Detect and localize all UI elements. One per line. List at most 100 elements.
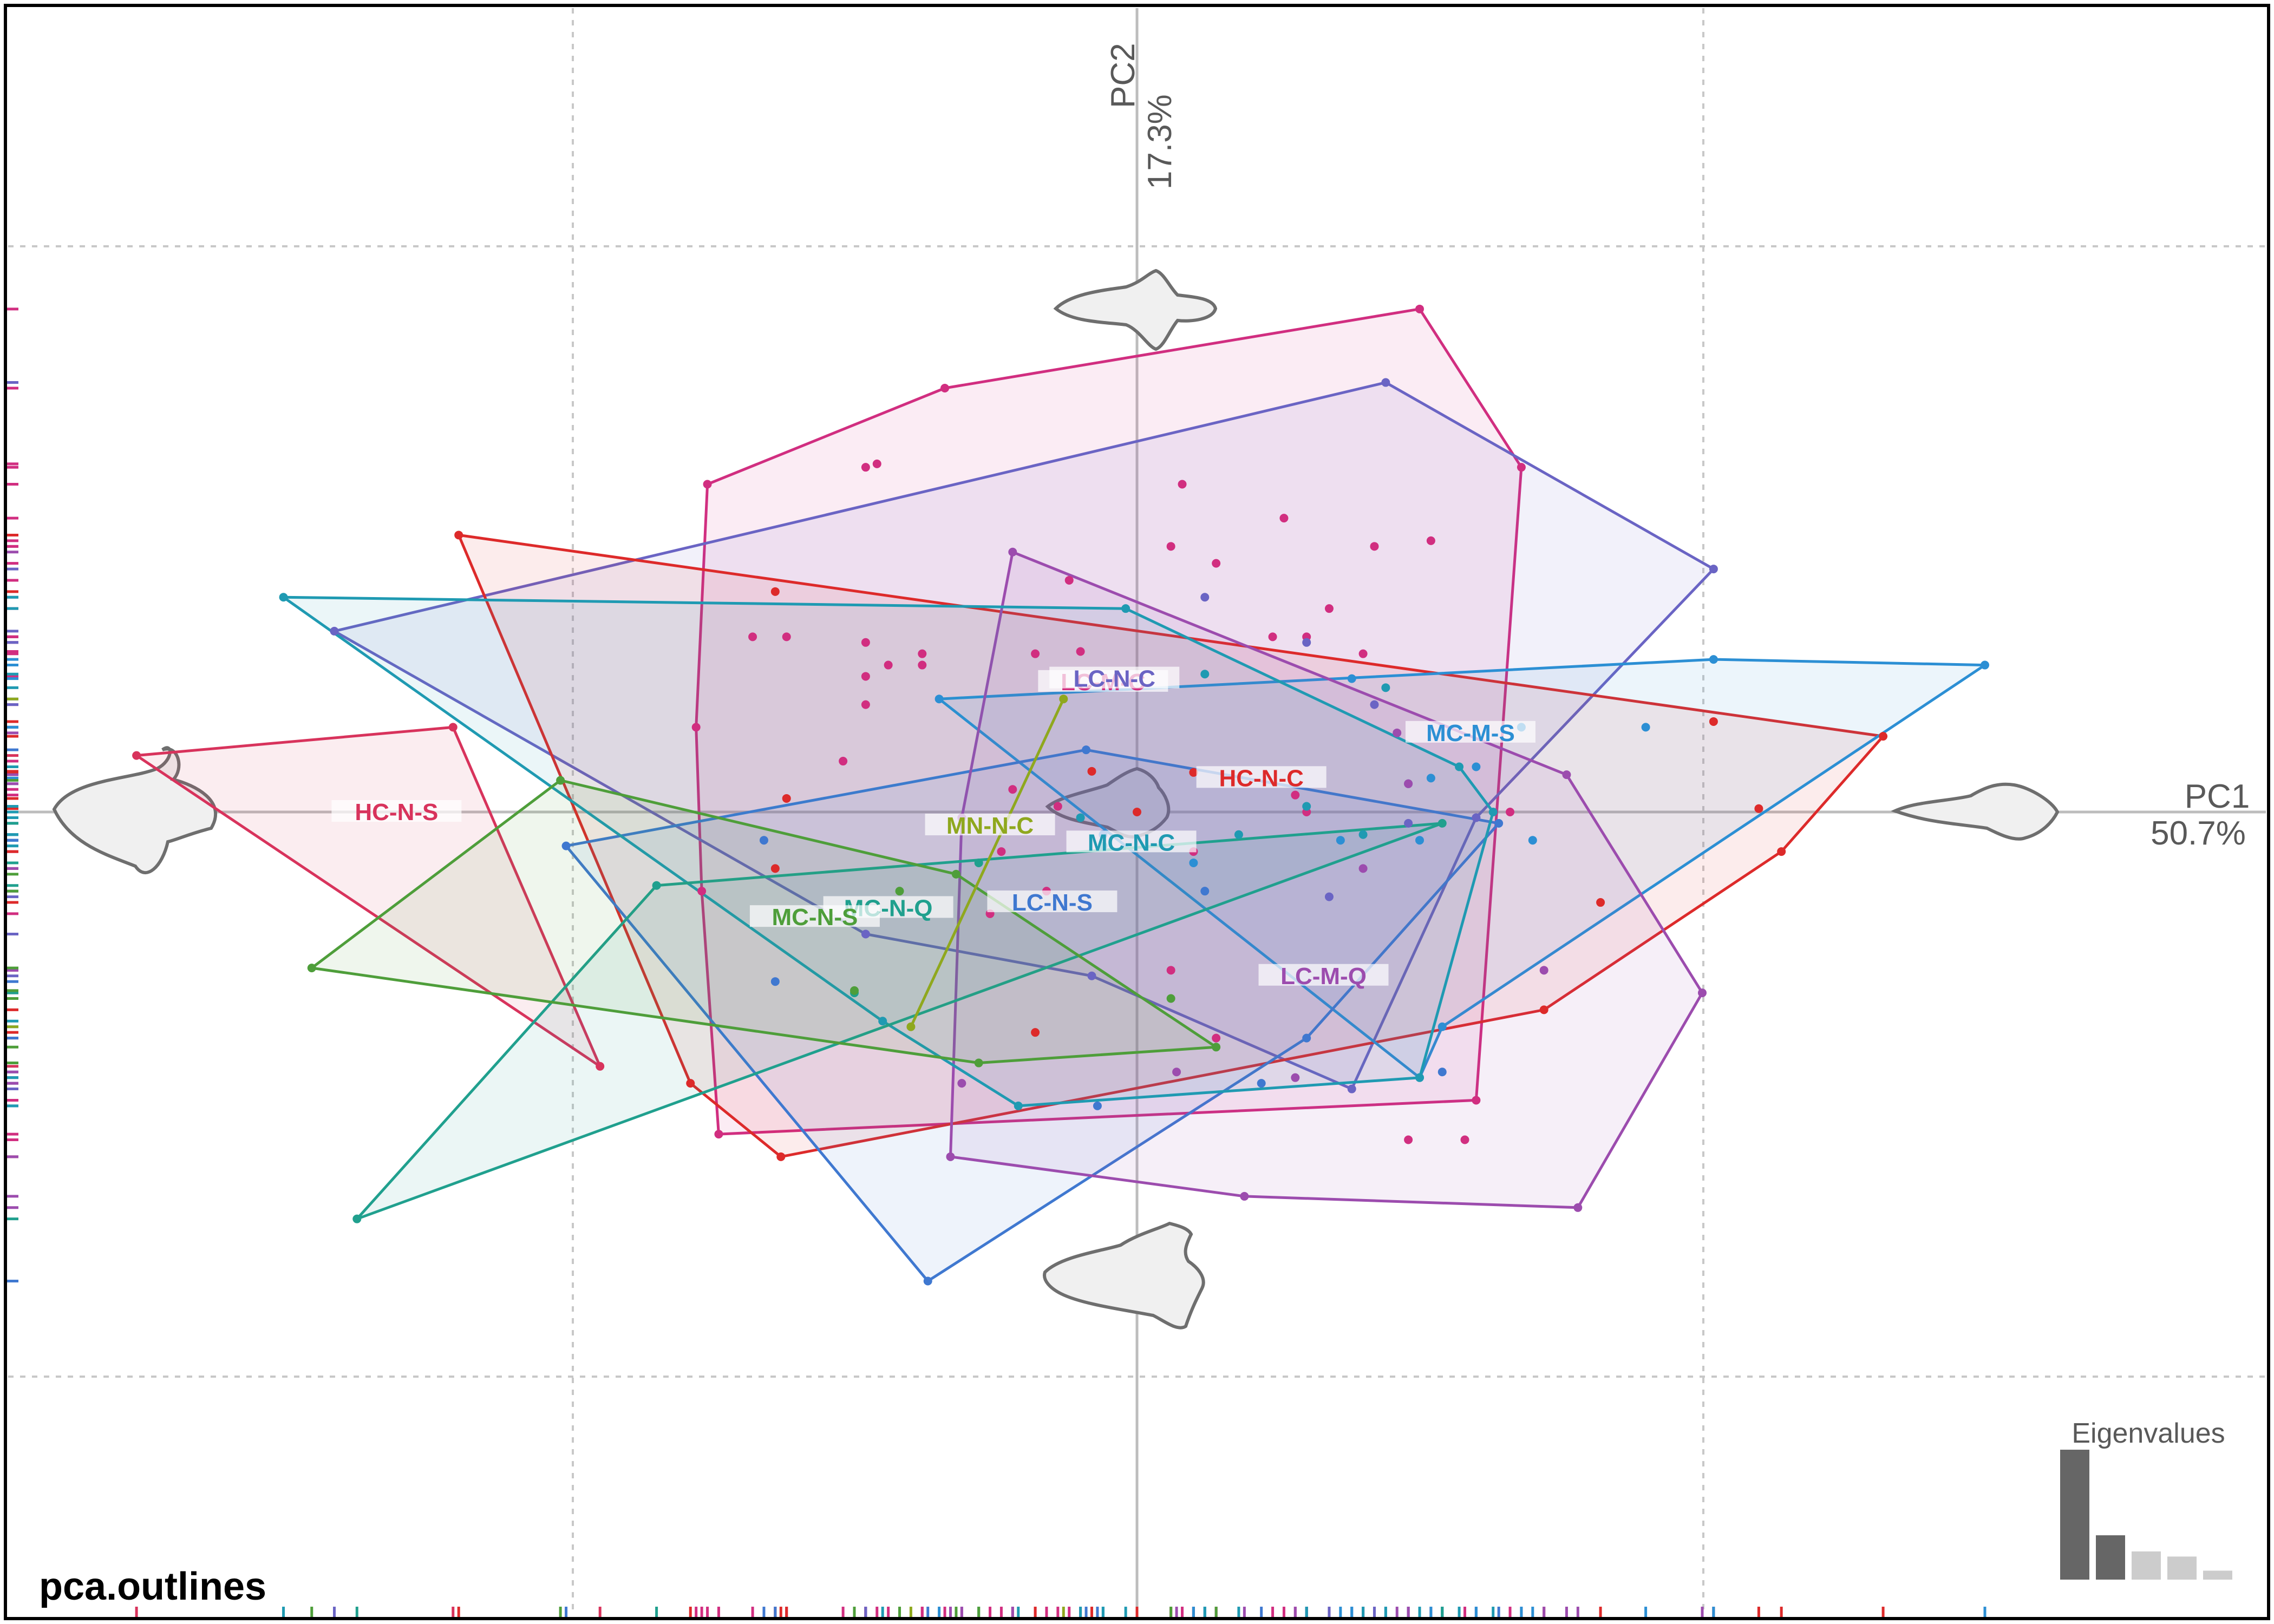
label-lc-n-s: LC-N-S <box>1012 889 1093 916</box>
hull-mc-n-c <box>282 595 1495 1108</box>
hull-point-hc-n-c <box>776 1152 786 1161</box>
data-point-lc-m-q <box>957 1079 966 1088</box>
data-point-lc-m-q <box>1404 779 1413 788</box>
data-point-hc-n-c <box>1596 898 1605 907</box>
hull-point-lc-n-c <box>330 626 339 636</box>
label-hc-n-c: HC-N-C <box>1219 765 1303 791</box>
hull-point-hc-n-s <box>596 1062 605 1071</box>
pc2-axis-title: PC2 17.3% <box>1105 43 1179 189</box>
label-bg-hc-n-s <box>331 800 462 822</box>
data-point-lc-m-c <box>1460 1135 1469 1144</box>
hull-point-mc-n-c <box>279 593 288 602</box>
data-point-hc-n-c <box>1189 768 1198 777</box>
data-point-hc-n-c <box>1087 767 1096 776</box>
hull-point-lc-m-q <box>1008 547 1017 556</box>
data-point-hc-n-c <box>1031 1028 1040 1037</box>
hull-point-mc-n-c <box>1014 1101 1023 1110</box>
hull-point-lc-m-c <box>1472 1096 1481 1105</box>
hull-point-lc-n-s <box>561 841 571 850</box>
data-point-mc-m-s <box>1426 774 1435 783</box>
data-point-lc-m-c <box>884 660 893 670</box>
data-point-lc-m-c <box>1008 785 1017 794</box>
hull-point-lc-m-c <box>697 887 707 896</box>
pc1-axis-label: PC1 <box>2185 778 2250 815</box>
hull-point-mc-n-q <box>352 1214 362 1223</box>
hull-point-hc-n-c <box>1539 1005 1548 1014</box>
label-lc-n-c: LC-N-C <box>1073 666 1155 692</box>
hull-point-mc-n-s <box>307 964 316 973</box>
hull-point-hc-n-c <box>1777 847 1786 856</box>
hull-point-hc-n-s <box>448 723 458 732</box>
label-mc-n-c: MC-N-C <box>1088 829 1175 856</box>
pc1-axis-percent: 50.7% <box>2151 815 2246 852</box>
data-point-mc-n-c <box>1381 683 1390 692</box>
pc1-rug <box>135 1607 1987 1619</box>
data-point-lc-m-c <box>1031 649 1040 658</box>
hull-point-lc-m-q <box>1240 1191 1249 1201</box>
plot-title: pca.outlines <box>39 1565 266 1608</box>
data-point-lc-m-c <box>1358 649 1368 658</box>
hull-point-lc-m-q <box>946 1152 955 1161</box>
hull-point-lc-n-c <box>1709 565 1718 574</box>
data-point-lc-m-c <box>1166 542 1175 551</box>
group-labels: LC-M-CLC-N-CHC-N-CHC-N-SMC-M-SLC-N-SLC-M… <box>331 666 1535 990</box>
data-point-hc-n-c <box>782 794 791 803</box>
data-point-lc-m-c <box>1426 536 1435 545</box>
data-point-lc-n-c <box>1404 818 1413 828</box>
hull-mc-n-q <box>355 822 1444 1221</box>
label-lc-m-q: LC-M-Q <box>1280 963 1367 990</box>
hull-point-mc-n-c <box>1121 604 1131 613</box>
eigenvalue-bar-5 <box>2203 1570 2232 1580</box>
hull-point-lc-n-c <box>1381 378 1390 387</box>
data-point-mc-n-q <box>974 858 983 867</box>
data-point-lc-m-c <box>1268 632 1277 641</box>
hull-point-lc-m-c <box>691 723 701 732</box>
label-hc-n-s: HC-N-S <box>355 799 438 826</box>
data-point-lc-n-c <box>1370 700 1379 709</box>
data-point-lc-m-q <box>1358 864 1368 873</box>
data-point-lc-m-c <box>1279 514 1289 523</box>
hull-point-lc-n-s <box>923 1276 932 1286</box>
data-point-lc-m-q <box>1393 728 1402 737</box>
hull-point-mc-n-s <box>1212 1043 1221 1052</box>
hull-point-lc-n-s <box>1082 745 1091 755</box>
pc1-positive-outline <box>1891 782 2060 841</box>
pc2-axis-label: PC2 <box>1105 43 1142 108</box>
hull-point-lc-m-c <box>1415 304 1424 313</box>
hull-point-mc-m-s <box>935 695 944 704</box>
data-point-mc-n-c <box>1200 670 1210 679</box>
data-point-lc-m-c <box>1212 559 1221 568</box>
data-point-lc-m-c <box>748 632 757 641</box>
label-mn-n-c: MN-N-C <box>946 813 1034 839</box>
label-bg-hc-n-c <box>1196 766 1327 788</box>
hull-point-lc-n-s <box>1302 1033 1311 1043</box>
hull-point-mc-n-s <box>974 1058 983 1068</box>
hull-point-lc-m-c <box>703 480 712 489</box>
hull-point-lc-m-c <box>714 1130 723 1139</box>
hull-point-mc-m-s <box>1709 655 1718 664</box>
hull-point-mc-n-q <box>652 881 661 890</box>
data-point-lc-n-s <box>1437 1068 1447 1077</box>
pc2-negative-outline <box>1043 1221 1205 1330</box>
data-point-lc-n-s <box>770 977 780 986</box>
data-point-lc-n-s <box>1257 1079 1266 1088</box>
data-point-mc-m-s <box>1472 762 1481 771</box>
data-point-mc-n-c <box>1358 830 1368 839</box>
hull-point-hc-n-c <box>686 1079 695 1088</box>
hull-point-lc-n-c <box>1347 1084 1356 1093</box>
data-point-lc-n-c <box>1200 593 1210 602</box>
label-bg-mc-n-c <box>1066 830 1197 853</box>
data-point-mc-n-s <box>895 887 904 896</box>
hull-point-lc-m-q <box>1698 988 1707 998</box>
hull-point-lc-n-c <box>861 929 870 939</box>
eigenvalue-bar-2 <box>2096 1535 2125 1580</box>
hull-point-mc-n-q <box>1437 818 1447 828</box>
hull-point-mc-n-c <box>1488 808 1498 816</box>
data-point-lc-m-c <box>782 632 791 641</box>
data-point-lc-n-c <box>1302 638 1311 647</box>
data-point-mc-n-c <box>1234 830 1243 839</box>
eigenvalue-bar-3 <box>2132 1551 2161 1580</box>
data-point-mc-m-s <box>1641 723 1650 732</box>
label-bg-lc-n-c <box>1049 666 1180 689</box>
